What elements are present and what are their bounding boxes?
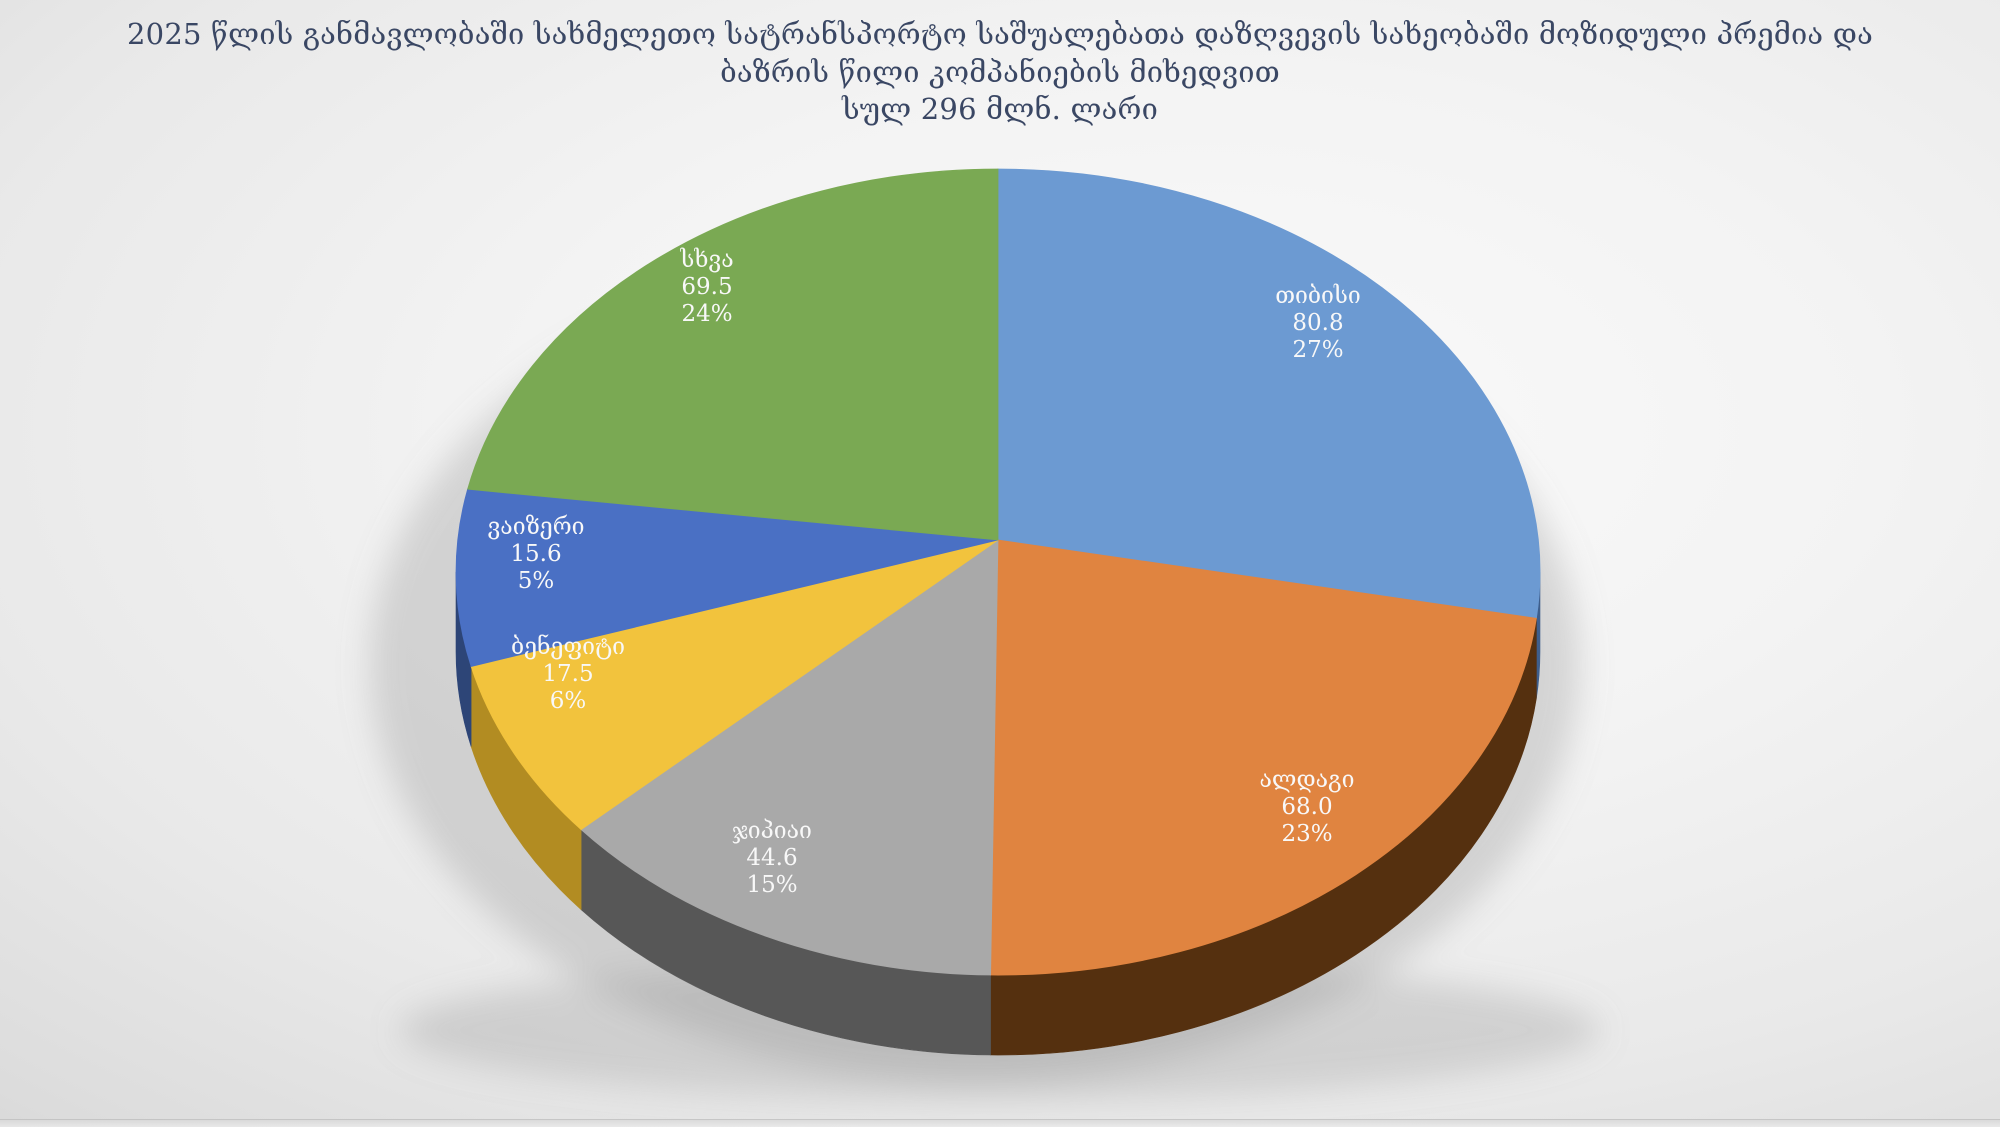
pie-labels: თიბისი 80.8 27% ალდაგი 68.0 23% ჯიპიაი 44.6 15% ბ… [487,247,1360,898]
chart-title-line1: 2025 წლის განმავლობაში სახმელეთო სატრანს… [127,17,1873,51]
slice-label-value: 15.6 [510,541,561,567]
slice-label-name: ალდაგი [1260,767,1355,793]
slice-label-percent: 15% [746,872,797,898]
slice-label-name: ვაიზერი [487,514,584,540]
slice-label-value: 68.0 [1281,794,1332,820]
chart-title-line2: ბაზრის წილი კომპანიების მიხედვით [720,54,1280,89]
slice-label-name: თიბისი [1275,283,1361,309]
pie-sides [455,571,1541,1056]
slice-label-percent: 5% [518,568,555,594]
slice-label-1: ალდაგი 68.0 23% [1260,767,1355,847]
slice-label-value: 69.5 [681,274,732,300]
pie-slice-0 [997,168,1541,619]
slice-label-percent: 24% [681,301,732,327]
slice-label-name: ჯიპიაი [732,818,812,844]
slice-label-percent: 27% [1292,337,1343,363]
pie-tops [455,168,1541,976]
pie-slice-2 [580,539,999,976]
slice-label-name: ბენეფიტი [511,634,625,660]
slice-label-value: 44.6 [746,845,797,871]
chart-title-total: სულ 296 მლნ. ლარი [841,92,1158,126]
screen-bottom-edge [0,1119,2000,1127]
slice-label-5: სხვა 69.5 24% [679,247,733,327]
chart-title: 2025 წლის განმავლობაში სახმელეთო სატრანს… [0,16,2000,129]
slice-label-2: ჯიპიაი 44.6 15% [732,818,812,898]
slice-label-3: ბენეფიტი 17.5 6% [511,634,625,714]
slice-label-percent: 6% [550,688,587,714]
slice-label-0: თიბისი 80.8 27% [1275,283,1361,363]
pie-slice-4 [455,488,999,667]
slice-label-value: 80.8 [1292,310,1343,336]
pie-slice-1 [990,539,1537,976]
slice-label-name: სხვა [679,247,733,273]
slice-label-4: ვაიზერი 15.6 5% [487,514,584,594]
slice-label-value: 17.5 [542,661,593,687]
pie-slice-3 [470,539,999,831]
pie-slice-5 [467,168,999,541]
slice-label-percent: 23% [1281,821,1332,847]
